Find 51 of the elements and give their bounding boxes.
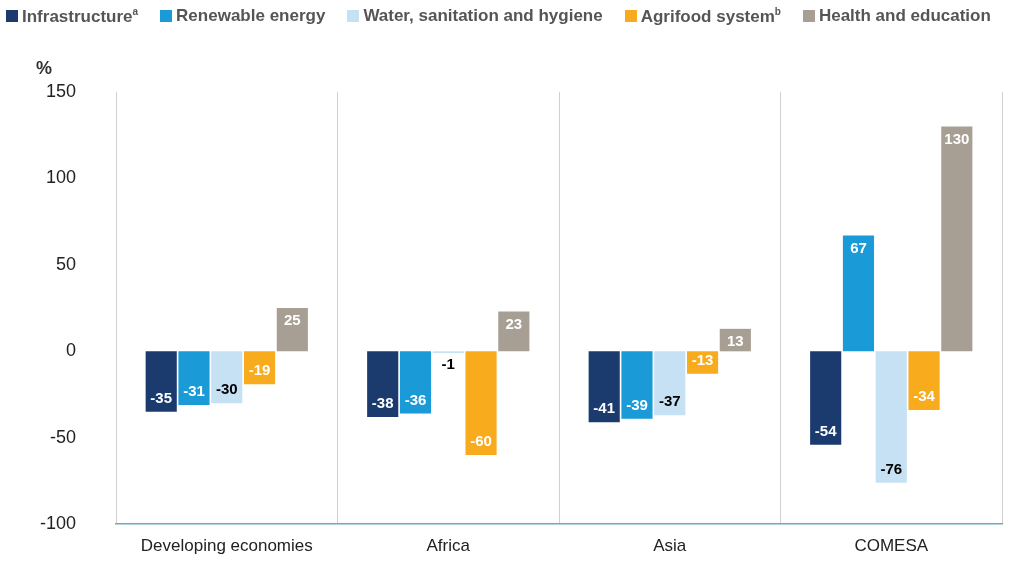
data-label: 25 (283, 311, 301, 329)
data-label: -54 (814, 421, 838, 439)
bar (875, 351, 907, 483)
y-tick-label: -50 (50, 426, 77, 447)
y-tick-label: 0 (66, 340, 77, 361)
data-label: -38 (371, 394, 394, 412)
bar (654, 351, 686, 416)
data-label: -31 (183, 382, 205, 400)
y-axis-title: % (35, 57, 53, 78)
data-label: -1 (441, 355, 455, 373)
bar (941, 126, 973, 352)
data-label: 23 (505, 314, 523, 332)
data-label: -39 (626, 395, 648, 413)
data-label: -37 (658, 392, 681, 410)
x-tick-label: Asia (653, 536, 687, 556)
data-label: -30 (215, 380, 238, 398)
data-label: -41 (593, 399, 616, 417)
bar (621, 351, 653, 419)
bar (178, 351, 210, 405)
legend-label: Infrastructure$^{a}$ (22, 6, 139, 27)
data-label: -19 (248, 361, 271, 379)
y-tick-label: 100 (45, 167, 77, 188)
bar (399, 351, 432, 414)
data-label: 67 (850, 238, 867, 256)
bar (465, 351, 497, 456)
x-tick-label: Developing economies (140, 536, 313, 556)
data-label: 130 (944, 129, 970, 147)
bar (810, 351, 842, 445)
bar (367, 351, 399, 418)
data-label: -13 (691, 350, 714, 368)
legend-label: Agrifood system$^{b}$ (640, 6, 781, 27)
x-tick-label: COMESA (854, 536, 929, 556)
legend-label: Water, sanitation and hygiene (363, 6, 603, 27)
y-tick-label: 150 (45, 80, 77, 101)
bar (211, 351, 243, 404)
data-label: -34 (913, 387, 936, 405)
data-label: -60 (470, 432, 492, 450)
bar (908, 351, 940, 411)
data-label: -35 (150, 388, 173, 406)
bar (276, 308, 308, 352)
y-tick-label: 50 (56, 253, 77, 274)
legend-label: Renewable energy (176, 6, 326, 27)
bar (842, 235, 875, 352)
y-tick-label: -100 (40, 513, 77, 534)
data-label: -76 (880, 459, 903, 477)
data-label: -36 (404, 390, 427, 408)
x-tick-label: Africa (426, 536, 471, 556)
bar (588, 351, 620, 423)
data-label: 13 (726, 331, 744, 349)
legend-label: Health and education (818, 6, 991, 27)
bar (145, 351, 177, 412)
